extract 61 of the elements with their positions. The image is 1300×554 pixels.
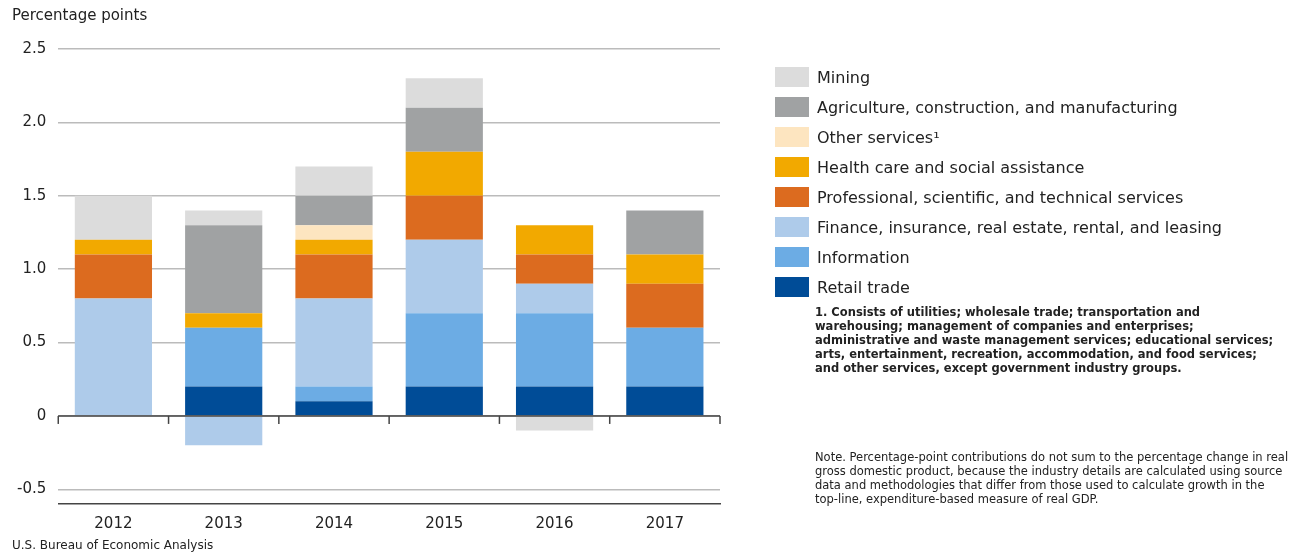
text: U.S. Bureau of Economic Analysis	[12, 538, 214, 552]
x-tick-label: 2016	[535, 513, 574, 532]
bar	[515, 416, 594, 431]
bar	[295, 298, 373, 387]
y-tick-label: -0.5	[16, 479, 47, 498]
bar	[295, 195, 373, 226]
x-tick-label: 2017	[645, 513, 684, 532]
bar	[185, 327, 263, 387]
bar	[74, 298, 153, 416]
bar	[295, 225, 373, 240]
bar	[405, 78, 483, 108]
bar	[295, 386, 373, 402]
bar	[626, 327, 704, 387]
bar	[185, 225, 263, 314]
y-tick-label: 0	[36, 405, 47, 424]
y-axis-title: Percentage points	[12, 6, 148, 24]
bar	[626, 386, 704, 416]
bar	[515, 225, 594, 255]
legend-label: Health care and social assistance	[817, 157, 1085, 177]
bar	[626, 283, 704, 328]
bar	[295, 239, 373, 255]
x-tick-label: 2012	[94, 513, 133, 532]
bar	[405, 195, 483, 240]
y-tick-label: 0.5	[22, 332, 47, 351]
bar	[405, 107, 483, 152]
bar	[295, 166, 373, 196]
bar	[405, 151, 483, 196]
legend-label: Agriculture, construction, and manufacturing	[817, 97, 1178, 117]
legend-label: Information	[817, 247, 910, 267]
legend-label: Other services¹	[817, 127, 940, 147]
text: 1. Consists of utilities; wholesale trade; transportation and warehousing; management of companies and enterprises; administrative and waste management services; educational services; arts, entertainment, recreation, accommodation, and food services; and other services, except government industry groups.	[815, 305, 1275, 375]
legend-label: Professional, scientific, and technical services	[817, 187, 1184, 207]
x-tick-label: 2014	[314, 513, 354, 532]
x-tick-label: 2013	[204, 513, 243, 532]
bar	[405, 386, 483, 416]
bar	[185, 386, 263, 416]
bar	[515, 254, 594, 284]
bar	[515, 313, 594, 387]
legend-label: Retail trade	[817, 277, 910, 297]
bar	[185, 416, 263, 446]
bar	[405, 313, 483, 387]
bar	[185, 210, 263, 226]
x-tick-label: 2015	[425, 513, 464, 532]
bar	[515, 283, 594, 314]
text: Note. Percentage-point contributions do not sum to the percentage change in real gross domestic product, because the industry details are calculated using source data and methodologies that differ from those used to calculate growth in the top-line, expenditure-based measure of real GDP.	[815, 450, 1290, 506]
bar	[74, 195, 153, 240]
bar	[295, 254, 373, 299]
bar	[405, 239, 483, 314]
bar	[626, 210, 704, 255]
bar	[74, 254, 153, 299]
y-tick-label: 2.0	[22, 112, 47, 131]
bar	[515, 386, 594, 416]
bar	[295, 401, 373, 416]
legend-label: Mining	[817, 67, 871, 87]
bar	[74, 239, 153, 255]
y-tick-label: 2.5	[22, 38, 47, 57]
y-tick-label: 1.5	[22, 185, 47, 204]
bar	[626, 254, 704, 284]
legend-label: Finance, insurance, real estate, rental, and leasing	[817, 217, 1222, 237]
bar	[185, 313, 263, 328]
y-tick-label: 1.0	[22, 259, 47, 278]
